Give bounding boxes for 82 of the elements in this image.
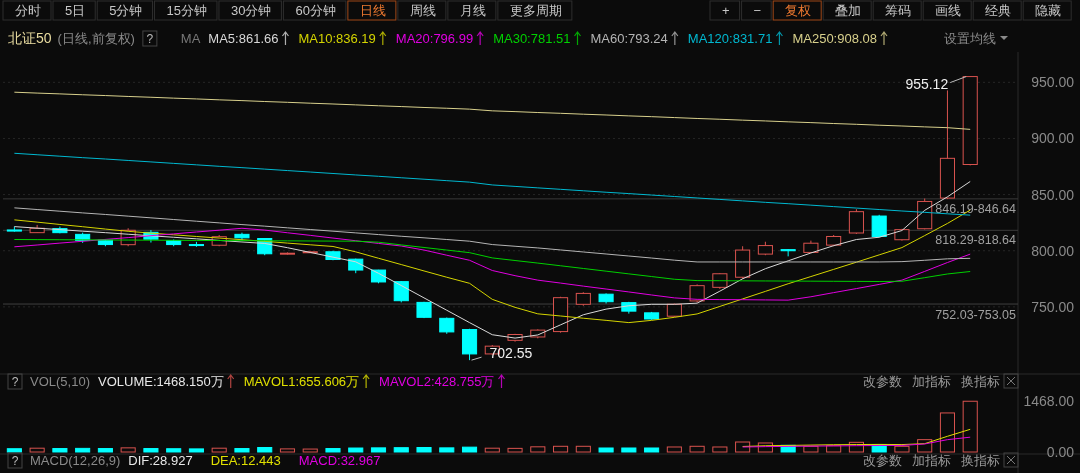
bar — [507, 447, 523, 453]
picture-toolbar: 分时 5日 5分钟 15分钟 30分钟 60分钟 日线 周线 月线 更多周期 + − 复权 叠加 筹码 画线 经典 隐藏 — [2, 0, 1072, 21]
bar — [962, 400, 978, 453]
text: ? — [146, 32, 154, 46]
bar — [644, 447, 660, 453]
annotation: 955.12 — [905, 75, 949, 92]
text: MACD:32.967 — [298, 453, 381, 468]
candlestick — [780, 248, 796, 257]
bar — [325, 448, 341, 453]
annotation: 702.55 — [489, 345, 533, 362]
bar — [143, 448, 159, 453]
legend-label: MA30:781.51 — [493, 31, 571, 46]
text: ? — [11, 375, 19, 389]
text: 设置均线 — [944, 31, 996, 46]
bar — [621, 447, 637, 453]
bar — [52, 448, 68, 453]
bar — [894, 445, 910, 453]
text: MACD(12,26,9) — [30, 453, 121, 468]
text: 换指标 — [961, 374, 1000, 389]
band-label: 752.03-753.05 — [935, 307, 1017, 322]
text: DIF:28.927 — [128, 453, 193, 468]
bar — [370, 447, 387, 453]
text: MA — [180, 31, 201, 46]
candlestick — [848, 208, 864, 235]
bar — [166, 448, 182, 453]
bar — [97, 448, 113, 453]
y-tick-label: 750.00 — [1031, 298, 1075, 315]
line-series — [13, 91, 971, 130]
bar — [484, 447, 500, 453]
bar — [234, 448, 250, 453]
legend-label: MA250:908.08 — [792, 31, 877, 46]
y-tick-label: 950.00 — [1031, 74, 1075, 91]
bar — [29, 447, 45, 453]
chart-title: 北证50 — [8, 30, 52, 46]
bar — [302, 448, 318, 453]
text: 改参数 — [863, 374, 902, 389]
text: ? — [11, 454, 19, 468]
bar — [120, 447, 136, 453]
bar — [439, 447, 455, 453]
y-tick-label: 900.00 — [1031, 130, 1075, 147]
bar — [735, 441, 751, 453]
band-label: 846.19-846.64 — [935, 201, 1017, 216]
bar — [393, 447, 409, 453]
bar — [939, 412, 956, 453]
text: 加指标 — [912, 374, 951, 389]
bar — [211, 447, 227, 453]
bar — [75, 447, 91, 453]
bar — [348, 447, 364, 453]
text: DEA:12.443 — [210, 453, 281, 468]
legend-label: MAVOL1:655.606万 — [243, 374, 360, 389]
y-tick-label: 800.00 — [1031, 242, 1075, 259]
bar — [666, 446, 682, 453]
bar — [689, 445, 705, 453]
line-series — [742, 436, 971, 448]
legend-label: MA10:836.19 — [298, 31, 376, 46]
y-tick-label: 1468.00 — [1023, 393, 1075, 410]
text: 换指标 — [961, 453, 1000, 468]
bar — [416, 447, 432, 453]
text: 加指标 — [912, 453, 951, 468]
legend-label: MA5:861.66 — [208, 31, 279, 46]
text: 改参数 — [863, 453, 902, 468]
bar — [598, 447, 614, 453]
bar — [188, 448, 204, 453]
bar — [6, 448, 22, 453]
legend-label: MA120:831.71 — [687, 31, 773, 46]
candlestick — [393, 280, 409, 303]
y-tick-label: 0.00 — [1046, 444, 1075, 460]
chart-title: VOL(5,10) — [30, 374, 90, 389]
bar — [461, 446, 478, 453]
legend-label: VOLUME:1468.150万 — [97, 374, 224, 389]
legend-label: MAVOL2:428.755万 — [379, 374, 495, 389]
bar — [279, 448, 296, 453]
y-tick-label: 850.00 — [1031, 186, 1075, 203]
chart-subtitle: (日线,前复权) — [57, 31, 135, 46]
bar — [712, 446, 728, 453]
bar — [553, 445, 569, 453]
bar — [530, 446, 546, 453]
legend-label: MA60:793.24 — [590, 31, 668, 46]
bar — [257, 447, 273, 453]
legend-label: MA20:796.99 — [395, 31, 474, 46]
band-label: 818.29-818.64 — [935, 233, 1017, 248]
bar — [575, 445, 591, 453]
